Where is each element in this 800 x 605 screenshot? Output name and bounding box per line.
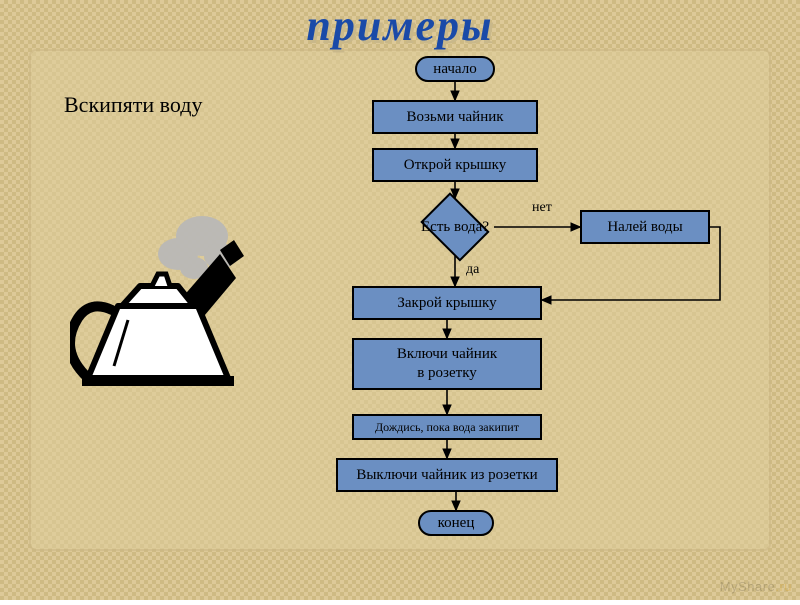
watermark: MyShare.ru: [720, 579, 792, 594]
terminator-node: начало: [415, 56, 495, 82]
process-node: Дождись, пока вода закипит: [352, 414, 542, 440]
page-title: примеры: [306, 0, 493, 51]
terminator-node: конец: [418, 510, 494, 536]
edge-label: нет: [532, 200, 552, 216]
decision-node: Есть вода?: [416, 198, 494, 256]
process-node: Закрой крышку: [352, 286, 542, 320]
process-node: Возьми чайник: [372, 100, 538, 134]
process-node: Открой крышку: [372, 148, 538, 182]
process-node: Включи чайникв розетку: [352, 338, 542, 390]
subtitle: Вскипяти воду: [64, 92, 202, 118]
decision-label: Есть вода?: [421, 219, 489, 236]
process-node: Выключи чайник из розетки: [336, 458, 558, 492]
edge-label: да: [466, 262, 479, 278]
watermark-text: MyShare: [720, 579, 776, 594]
process-node: Налей воды: [580, 210, 710, 244]
kettle-illustration: [70, 210, 290, 410]
